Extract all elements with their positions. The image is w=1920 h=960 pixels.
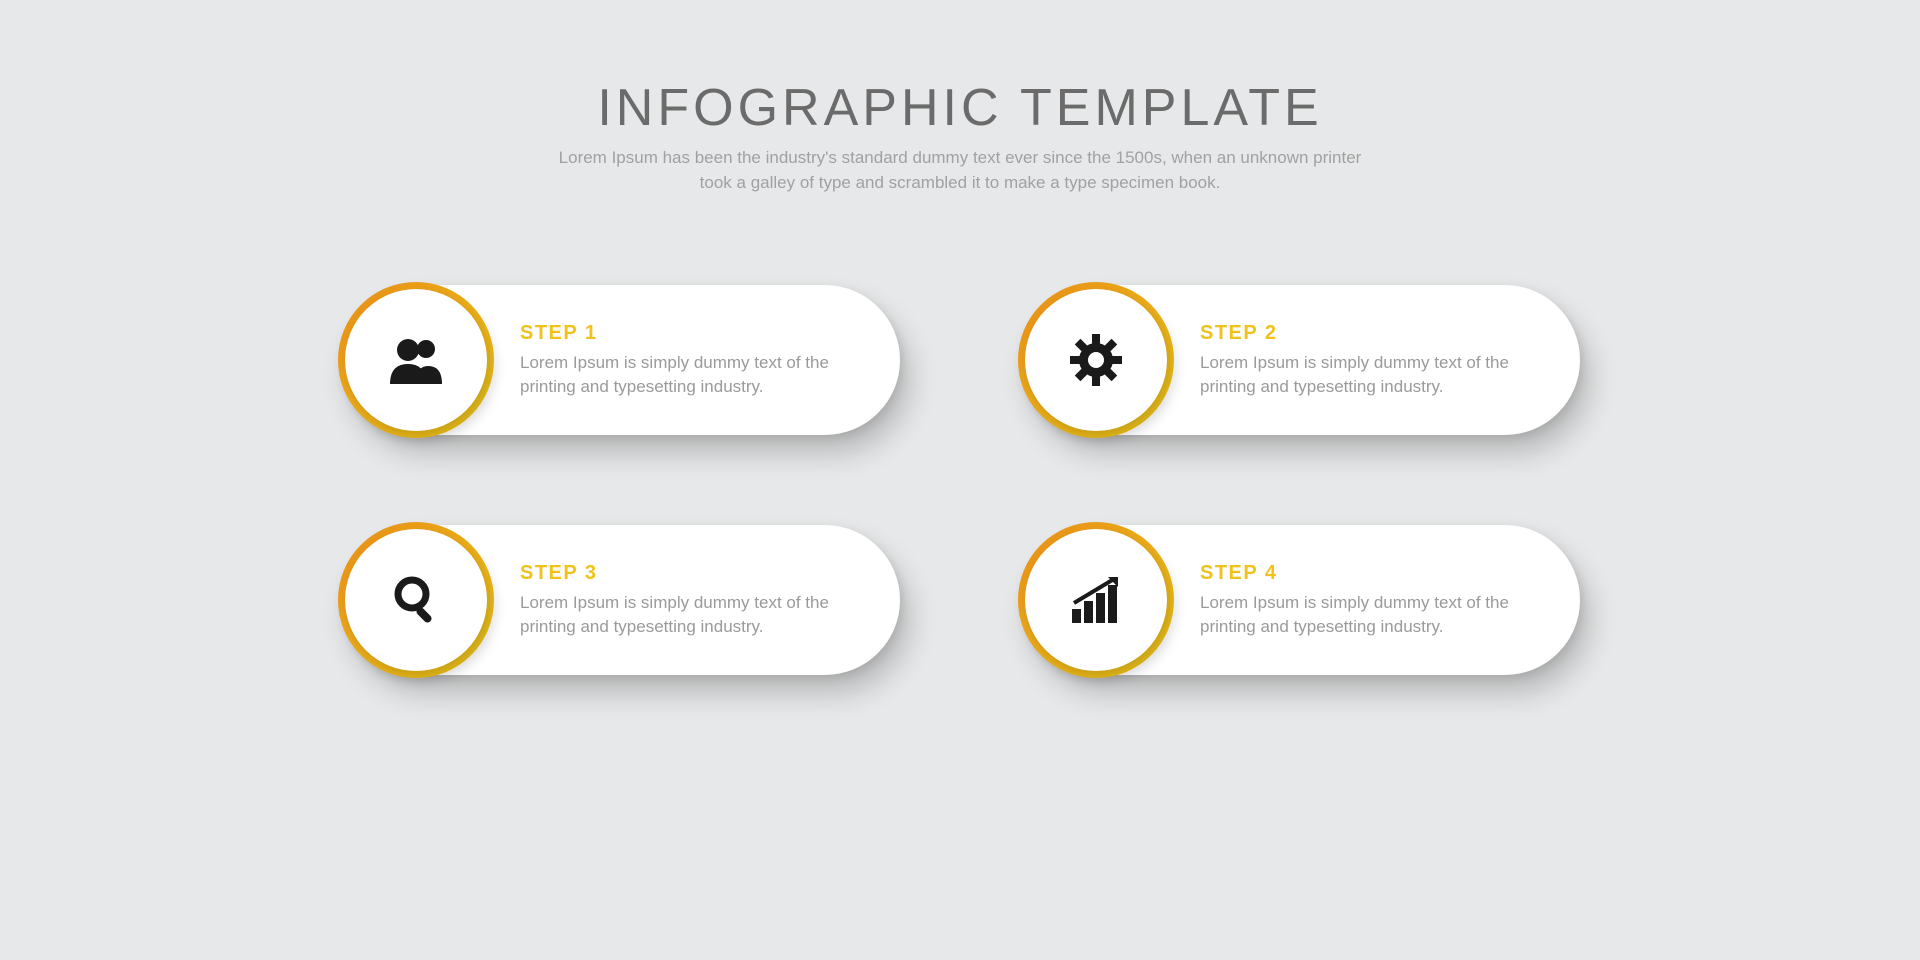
icon-ring xyxy=(338,282,494,438)
step-card-2: STEP 2 Lorem Ipsum is simply dummy text … xyxy=(1020,285,1580,435)
step-title: STEP 3 xyxy=(520,562,860,585)
card-body: STEP 2 Lorem Ipsum is simply dummy text … xyxy=(1200,322,1580,399)
search-icon xyxy=(390,574,442,626)
step-card-1: STEP 1 Lorem Ipsum is simply dummy text … xyxy=(340,285,900,435)
card-body: STEP 3 Lorem Ipsum is simply dummy text … xyxy=(520,562,900,639)
page-subtitle: Lorem Ipsum has been the industry's stan… xyxy=(550,146,1370,195)
card-body: STEP 4 Lorem Ipsum is simply dummy text … xyxy=(1200,562,1580,639)
step-desc: Lorem Ipsum is simply dummy text of the … xyxy=(520,351,860,399)
step-card-3: STEP 3 Lorem Ipsum is simply dummy text … xyxy=(340,525,900,675)
icon-circle xyxy=(345,289,487,431)
icon-circle xyxy=(345,529,487,671)
step-title: STEP 1 xyxy=(520,322,860,345)
step-desc: Lorem Ipsum is simply dummy text of the … xyxy=(1200,591,1540,639)
icon-circle xyxy=(1025,529,1167,671)
icon-ring xyxy=(1018,282,1174,438)
steps-grid: STEP 1 Lorem Ipsum is simply dummy text … xyxy=(340,285,1580,675)
icon-ring xyxy=(338,522,494,678)
card-body: STEP 1 Lorem Ipsum is simply dummy text … xyxy=(520,322,900,399)
users-icon xyxy=(386,336,446,384)
step-title: STEP 2 xyxy=(1200,322,1540,345)
page-title: INFOGRAPHIC TEMPLATE xyxy=(550,78,1370,138)
step-desc: Lorem Ipsum is simply dummy text of the … xyxy=(1200,351,1540,399)
step-card-4: STEP 4 Lorem Ipsum is simply dummy text … xyxy=(1020,525,1580,675)
icon-circle xyxy=(1025,289,1167,431)
growth-icon xyxy=(1068,575,1124,625)
header: INFOGRAPHIC TEMPLATE Lorem Ipsum has bee… xyxy=(550,78,1370,195)
step-title: STEP 4 xyxy=(1200,562,1540,585)
icon-ring xyxy=(1018,522,1174,678)
gear-icon xyxy=(1069,333,1123,387)
step-desc: Lorem Ipsum is simply dummy text of the … xyxy=(520,591,860,639)
